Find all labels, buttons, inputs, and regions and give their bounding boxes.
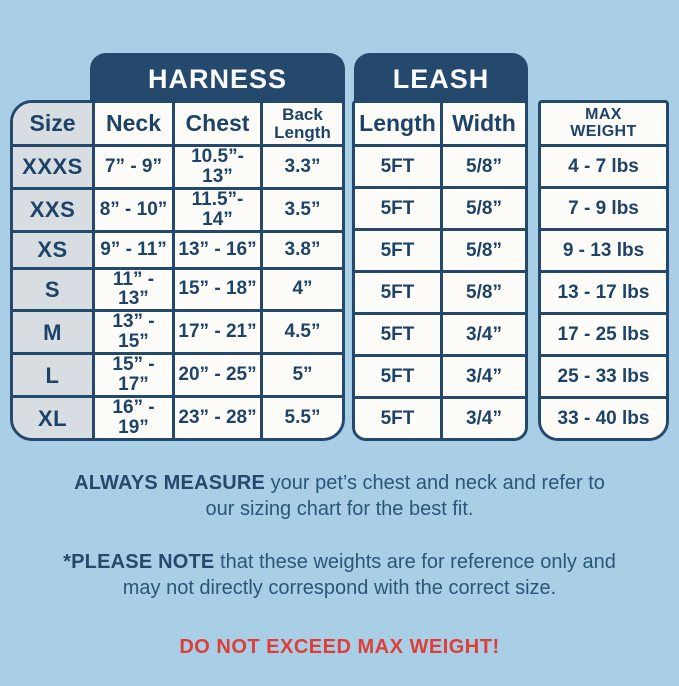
chest-cell: 23” - 28” <box>172 395 260 438</box>
reference-note-body: that these weights are for reference onl… <box>122 550 616 600</box>
back-length-cell: 3.5” <box>260 186 342 230</box>
chest-cell: 17” - 21” <box>172 309 260 353</box>
notes-section: ALWAYS MEASURE your pet’s chest and neck… <box>0 470 679 686</box>
back-length-cell: 3.3” <box>260 144 342 187</box>
column-header-size: Size <box>13 103 92 144</box>
neck-cell: 11” - 13” <box>92 266 172 310</box>
chest-cell: 20” - 25” <box>172 352 260 396</box>
max-weight-cell: 7 - 9 lbs <box>541 186 666 228</box>
max-weight-cell: 33 - 40 lbs <box>541 396 666 438</box>
measure-note-lead: ALWAYS MEASURE <box>74 472 266 494</box>
max-weight-table: MAX WEIGHT 4 - 7 lbs 7 - 9 lbs 9 - 13 lb… <box>538 100 669 441</box>
column-header-back-length: Back Length <box>260 103 342 144</box>
leash-width-cell: 5/8” <box>440 270 525 312</box>
back-length-cell: 4” <box>260 266 342 310</box>
size-cell: S <box>13 266 92 310</box>
leash-length-cell: 5FT <box>355 270 440 312</box>
neck-cell: 7” - 9” <box>92 144 172 187</box>
size-cell: XXXS <box>13 144 92 187</box>
max-weight-cell: 25 - 33 lbs <box>541 354 666 396</box>
back-length-cell: 3.8” <box>260 229 342 267</box>
neck-cell: 16” - 19” <box>92 395 172 438</box>
back-length-cell: 5” <box>260 352 342 396</box>
leash-width-cell: 5/8” <box>440 186 525 228</box>
harness-sizing-table: Size Neck Chest Back Length XXXS 7” - 9”… <box>10 100 345 441</box>
leash-length-cell: 5FT <box>355 228 440 270</box>
leash-length-cell: 5FT <box>355 354 440 396</box>
leash-length-cell: 5FT <box>355 396 440 438</box>
column-header-max-weight: MAX WEIGHT <box>541 103 666 144</box>
leash-tab-label: LEASH <box>392 63 490 94</box>
leash-width-cell: 5/8” <box>440 144 525 186</box>
leash-width-cell: 3/4” <box>440 312 525 354</box>
leash-section-tab: LEASH <box>354 53 528 105</box>
harness-tab-label: HARNESS <box>147 63 288 94</box>
leash-length-cell: 5FT <box>355 144 440 186</box>
chest-cell: 11.5”- 14” <box>172 186 260 230</box>
leash-width-cell: 5/8” <box>440 228 525 270</box>
size-cell: XL <box>13 395 92 438</box>
leash-width-cell: 3/4” <box>440 354 525 396</box>
measure-note: ALWAYS MEASURE your pet’s chest and neck… <box>67 470 612 523</box>
chest-cell: 13” - 16” <box>172 229 260 267</box>
neck-cell: 8” - 10” <box>92 186 172 230</box>
size-cell: M <box>13 309 92 353</box>
size-cell: XS <box>13 229 92 267</box>
chest-cell: 10.5”- 13” <box>172 144 260 187</box>
size-cell: L <box>13 352 92 396</box>
neck-cell: 9” - 11” <box>92 229 172 267</box>
harness-section-tab: HARNESS <box>90 53 345 105</box>
chest-cell: 15” - 18” <box>172 266 260 310</box>
back-length-cell: 5.5” <box>260 395 342 438</box>
max-weight-cell: 13 - 17 lbs <box>541 270 666 312</box>
back-length-cell: 4.5” <box>260 309 342 353</box>
leash-length-cell: 5FT <box>355 186 440 228</box>
column-header-neck: Neck <box>92 103 172 144</box>
leash-sizing-table: Length Width 5FT 5/8” 5FT 5/8” 5FT 5/8” … <box>352 100 528 441</box>
max-weight-cell: 4 - 7 lbs <box>541 144 666 186</box>
max-weight-cell: 9 - 13 lbs <box>541 228 666 270</box>
neck-cell: 13” - 15” <box>92 309 172 353</box>
leash-width-cell: 3/4” <box>440 396 525 438</box>
neck-cell: 15” - 17” <box>92 352 172 396</box>
max-weight-warning: DO NOT EXCEED MAX WEIGHT! <box>179 635 500 658</box>
column-header-length: Length <box>355 103 440 144</box>
size-cell: XXS <box>13 186 92 230</box>
reference-note-lead: *PLEASE NOTE <box>63 550 215 573</box>
column-header-width: Width <box>440 103 525 144</box>
reference-note: *PLEASE NOTE that these weights are for … <box>52 549 627 602</box>
measure-note-body: your pet’s chest and neck and refer to o… <box>205 472 605 521</box>
max-weight-cell: 17 - 25 lbs <box>541 312 666 354</box>
leash-length-cell: 5FT <box>355 312 440 354</box>
column-header-chest: Chest <box>172 103 260 144</box>
